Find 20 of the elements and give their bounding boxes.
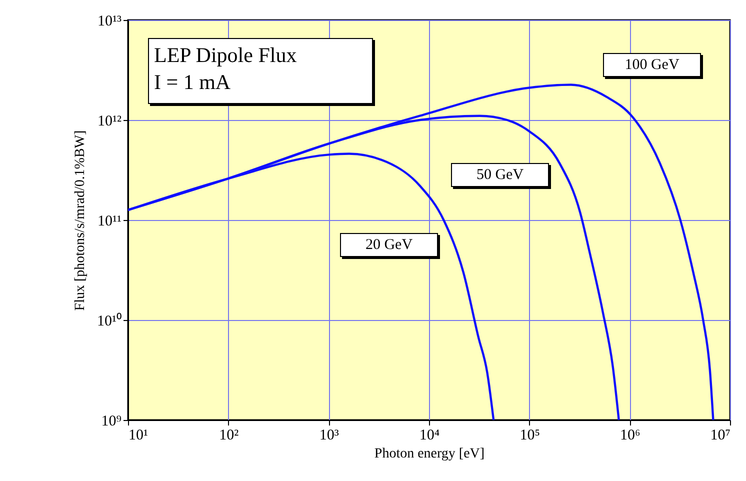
x-tick-label: 10¹ xyxy=(128,428,148,444)
y-tick-label: 10¹² xyxy=(98,114,122,130)
x-tick-label: 10² xyxy=(219,428,240,444)
x-tick-label: 10⁶ xyxy=(620,428,640,444)
annotation: I = 1 mA xyxy=(154,69,232,96)
x-tick-label: 10⁴ xyxy=(419,428,440,444)
x-axis-title: Photon energy [eV] xyxy=(374,446,485,462)
label-box: 20 GeV xyxy=(340,233,438,257)
x-tick-label: 10⁵ xyxy=(520,428,540,444)
annotation: LEP Dipole Flux xyxy=(154,42,298,69)
x-tick-label: 10³ xyxy=(319,428,340,444)
text-box: LEP Dipole Flux I = 1 mA xyxy=(148,38,373,104)
label-box: 100 GeV xyxy=(603,53,701,77)
y-tick-label: 10⁹ xyxy=(101,414,122,430)
y-tick-label: 10¹¹ xyxy=(98,214,122,230)
y-tick-label: 10¹⁰ xyxy=(97,312,122,330)
x-tick-label: 10⁷ xyxy=(710,428,730,444)
y-axis-title: Flux [photons/s/mrad/0.1%BW] xyxy=(73,130,88,311)
label-box: 50 GeV xyxy=(451,163,549,187)
y-tick-label: 10¹³ xyxy=(98,14,122,30)
